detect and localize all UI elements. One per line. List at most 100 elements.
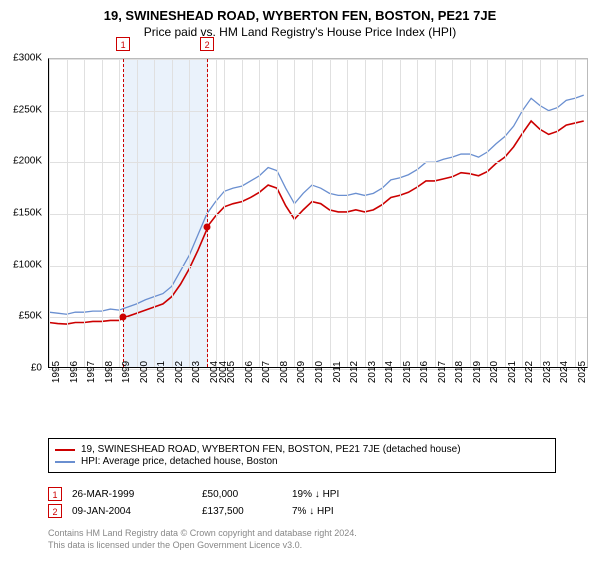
sale-hpi: 19% ↓ HPI xyxy=(292,489,392,500)
footer-attribution: Contains HM Land Registry data © Crown c… xyxy=(48,528,357,551)
sale-date: 09-JAN-2004 xyxy=(72,506,202,517)
x-axis-label: 2003 xyxy=(191,361,202,383)
gridline-v xyxy=(189,59,190,367)
gridline-h xyxy=(49,111,587,112)
sale-row: 2 09-JAN-2004£137,5007% ↓ HPI xyxy=(48,504,556,518)
x-axis-label: 2009 xyxy=(296,361,307,383)
gridline-v xyxy=(522,59,523,367)
sale-marker-badge: 1 xyxy=(116,37,130,51)
x-axis-label: 2018 xyxy=(454,361,465,383)
gridline-v xyxy=(435,59,436,367)
y-axis-label: £150K xyxy=(13,208,42,219)
gridline-v xyxy=(49,59,50,367)
chart-title: 19, SWINESHEAD ROAD, WYBERTON FEN, BOSTO… xyxy=(0,8,600,23)
x-axis-label: 2016 xyxy=(419,361,430,383)
sale-price: £50,000 xyxy=(202,489,292,500)
gridline-v xyxy=(102,59,103,367)
x-axis-label: 2005 xyxy=(226,361,237,383)
y-axis-label: £50K xyxy=(19,311,42,322)
gridline-v xyxy=(347,59,348,367)
gridline-v xyxy=(224,59,225,367)
legend: 19, SWINESHEAD ROAD, WYBERTON FEN, BOSTO… xyxy=(48,438,556,473)
sale-row: 1 26-MAR-1999£50,00019% ↓ HPI xyxy=(48,487,556,501)
y-axis-label: £200K xyxy=(13,156,42,167)
x-axis-label: 2000 xyxy=(139,361,150,383)
gridline-h xyxy=(49,317,587,318)
x-axis-label: 2013 xyxy=(367,361,378,383)
x-axis-label: 1995 xyxy=(51,361,62,383)
sale-badge: 2 xyxy=(48,504,62,518)
gridline-v xyxy=(242,59,243,367)
x-axis-label: 2011 xyxy=(332,361,343,383)
x-axis-label: 2015 xyxy=(402,361,413,383)
chart-subtitle: Price paid vs. HM Land Registry's House … xyxy=(0,25,600,39)
legend-item: HPI: Average price, detached house, Bost… xyxy=(55,456,549,467)
x-axis-label: 2006 xyxy=(244,361,255,383)
gridline-v xyxy=(470,59,471,367)
gridline-v xyxy=(119,59,120,367)
y-axis-label: £250K xyxy=(13,104,42,115)
y-axis-label: £100K xyxy=(13,259,42,270)
x-axis-label: 2010 xyxy=(314,361,325,383)
legend-label: 19, SWINESHEAD ROAD, WYBERTON FEN, BOSTO… xyxy=(81,444,461,455)
x-axis-label: 1998 xyxy=(104,361,115,383)
x-axis-label: 2001 xyxy=(156,361,167,383)
x-axis-label: 2002 xyxy=(174,361,185,383)
x-axis-label: 2014 xyxy=(384,361,395,383)
chart-container: 19, SWINESHEAD ROAD, WYBERTON FEN, BOSTO… xyxy=(0,8,600,568)
x-axis-label: 2024 xyxy=(559,361,570,383)
gridline-v xyxy=(84,59,85,367)
sale-dot xyxy=(204,223,211,230)
gridline-v xyxy=(216,59,217,367)
footer-line1: Contains HM Land Registry data © Crown c… xyxy=(48,528,357,540)
x-axis-label: 2012 xyxy=(349,361,360,383)
gridline-v xyxy=(557,59,558,367)
gridline-v xyxy=(575,59,576,367)
sale-hpi: 7% ↓ HPI xyxy=(292,506,392,517)
legend-swatch xyxy=(55,461,75,463)
gridline-v xyxy=(137,59,138,367)
gridline-v xyxy=(505,59,506,367)
x-axis-label: 2023 xyxy=(542,361,553,383)
sale-marker-badge: 2 xyxy=(200,37,214,51)
y-axis-label: £300K xyxy=(13,53,42,64)
x-axis-label: 1997 xyxy=(86,361,97,383)
gridline-v xyxy=(172,59,173,367)
sale-dot xyxy=(120,314,127,321)
gridline-v xyxy=(400,59,401,367)
x-axis-label: 2007 xyxy=(261,361,272,383)
gridline-h xyxy=(49,59,587,60)
legend-swatch xyxy=(55,449,75,451)
gridline-v xyxy=(417,59,418,367)
plot-region: 12 xyxy=(48,58,588,368)
sale-marker-line xyxy=(207,59,208,367)
series-hpi xyxy=(49,95,584,314)
gridline-v xyxy=(154,59,155,367)
gridline-h xyxy=(49,266,587,267)
gridline-v xyxy=(312,59,313,367)
gridline-v xyxy=(487,59,488,367)
x-axis-label: 2021 xyxy=(507,361,518,383)
gridline-v xyxy=(67,59,68,367)
gridline-v xyxy=(330,59,331,367)
gridline-v xyxy=(277,59,278,367)
x-axis-label: 2019 xyxy=(472,361,483,383)
gridline-v xyxy=(294,59,295,367)
gridline-h xyxy=(49,162,587,163)
gridline-v xyxy=(452,59,453,367)
gridline-v xyxy=(259,59,260,367)
x-axis-label: 2017 xyxy=(437,361,448,383)
legend-label: HPI: Average price, detached house, Bost… xyxy=(81,456,278,467)
gridline-h xyxy=(49,214,587,215)
x-axis-label: 1999 xyxy=(121,361,132,383)
footer-line2: This data is licensed under the Open Gov… xyxy=(48,540,357,552)
series-price_paid xyxy=(49,121,584,324)
sale-date: 26-MAR-1999 xyxy=(72,489,202,500)
gridline-v xyxy=(382,59,383,367)
y-axis-label: £0 xyxy=(31,363,42,374)
x-axis-label: 2022 xyxy=(524,361,535,383)
gridline-v xyxy=(365,59,366,367)
sale-badge: 1 xyxy=(48,487,62,501)
x-axis-label: 2025 xyxy=(577,361,588,383)
sale-price: £137,500 xyxy=(202,506,292,517)
